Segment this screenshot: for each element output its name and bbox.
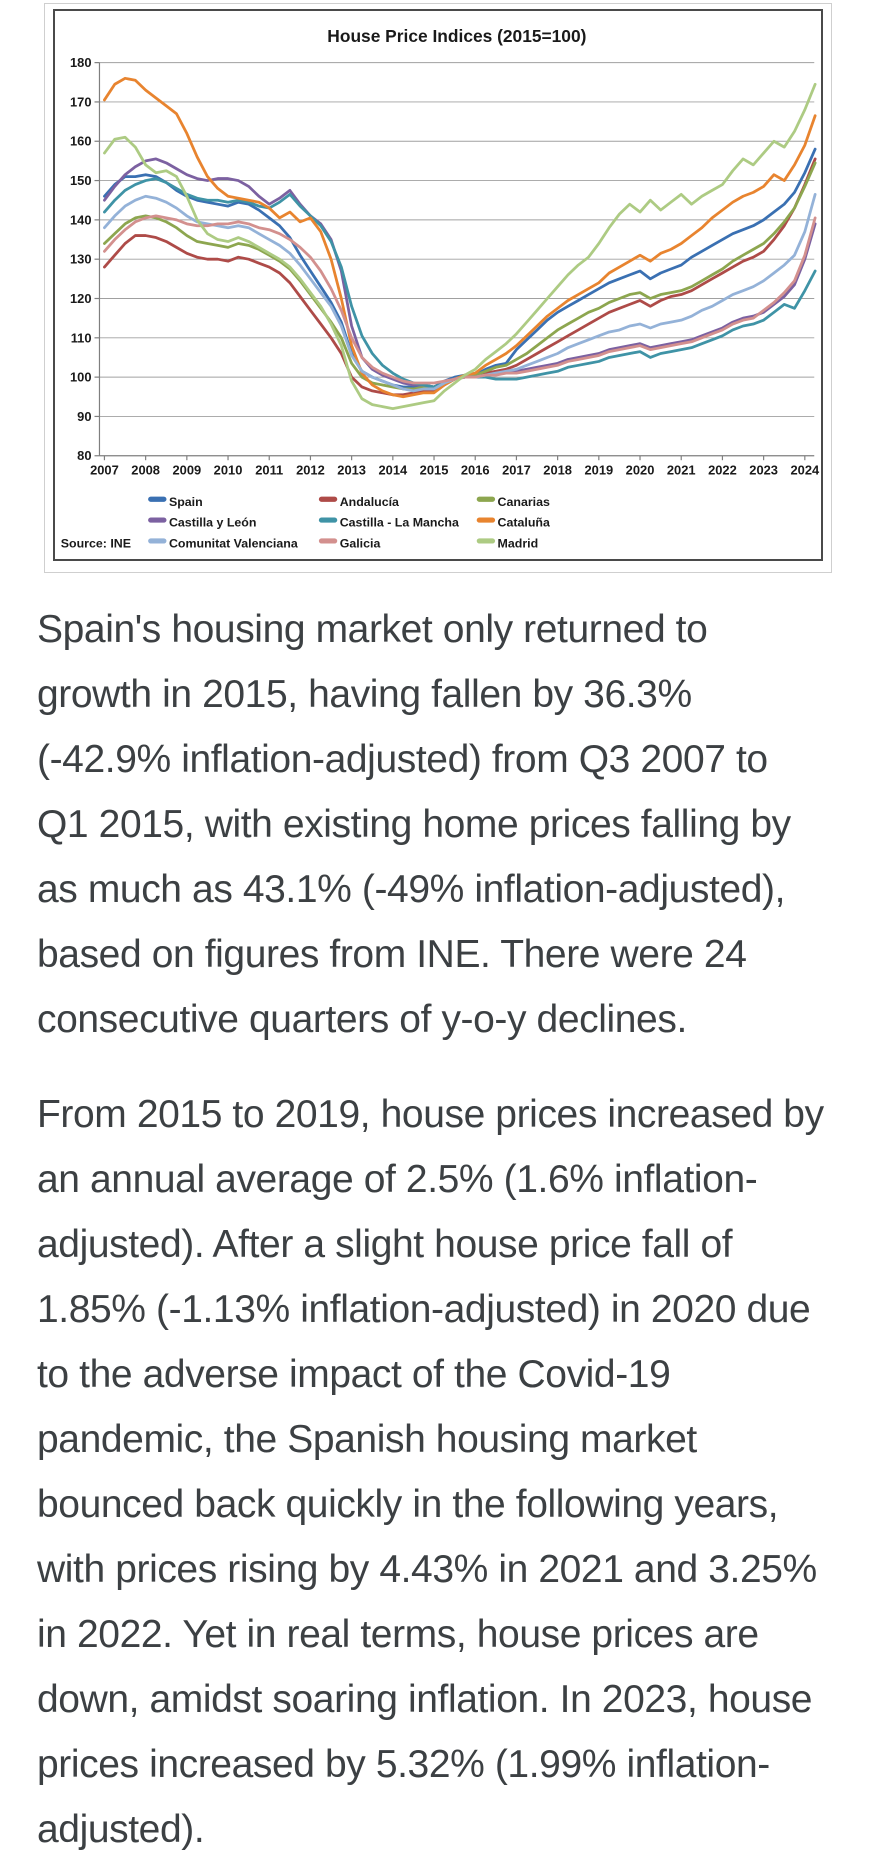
svg-text:2008: 2008: [131, 463, 160, 478]
svg-text:Andalucía: Andalucía: [340, 495, 399, 509]
svg-text:140: 140: [70, 212, 92, 227]
svg-text:180: 180: [70, 55, 92, 70]
svg-text:2015: 2015: [420, 463, 449, 478]
svg-text:2010: 2010: [214, 463, 243, 478]
svg-text:Castilla y León: Castilla y León: [169, 516, 256, 530]
svg-text:Spain: Spain: [169, 495, 203, 509]
svg-text:2014: 2014: [378, 463, 408, 478]
svg-text:130: 130: [70, 252, 92, 267]
svg-text:House Price Indices (2015=100): House Price Indices (2015=100): [327, 26, 586, 46]
svg-text:Cataluña: Cataluña: [498, 516, 550, 530]
svg-text:2018: 2018: [543, 463, 572, 478]
svg-text:2012: 2012: [296, 463, 325, 478]
svg-text:Comunitat Valenciana: Comunitat Valenciana: [169, 537, 298, 551]
svg-text:2017: 2017: [502, 463, 531, 478]
svg-text:110: 110: [71, 330, 92, 345]
svg-text:2009: 2009: [172, 463, 201, 478]
chart-frame: 80 90 100 110 120 130 140 150 160 170 180 2007 2008 2…: [44, 3, 832, 573]
svg-text:Source: INE: Source: INE: [61, 537, 131, 551]
svg-text:Madrid: Madrid: [498, 537, 539, 551]
svg-text:Castilla - La Mancha: Castilla - La Mancha: [340, 516, 459, 530]
svg-text:100: 100: [70, 370, 92, 385]
svg-text:Canarias: Canarias: [498, 495, 550, 509]
house-price-chart: 80 90 100 110 120 130 140 150 160 170 180 2007 2008 2…: [53, 9, 823, 561]
svg-text:2007: 2007: [90, 463, 119, 478]
article-body: Spain's housing market only returned to …: [37, 597, 845, 1862]
svg-text:120: 120: [70, 291, 92, 306]
svg-text:160: 160: [70, 134, 92, 149]
paragraph-market-fall: Spain's housing market only returned to …: [37, 608, 791, 1041]
svg-text:2022: 2022: [708, 463, 737, 478]
svg-text:2023: 2023: [749, 463, 778, 478]
svg-text:150: 150: [70, 173, 92, 188]
svg-text:2013: 2013: [337, 463, 366, 478]
svg-text:80: 80: [77, 448, 91, 463]
svg-text:2019: 2019: [584, 463, 613, 478]
svg-text:2021: 2021: [667, 463, 696, 478]
svg-text:170: 170: [70, 94, 92, 109]
paragraph-recovery: From 2015 to 2019, house prices increase…: [37, 1093, 824, 1851]
svg-text:90: 90: [77, 409, 91, 424]
svg-text:Galicia: Galicia: [340, 537, 381, 551]
svg-text:2024: 2024: [790, 463, 820, 478]
house-price-chart-svg: 80 90 100 110 120 130 140 150 160 170 180 2007 2008 2…: [61, 26, 820, 551]
svg-text:2011: 2011: [255, 463, 283, 478]
svg-text:2016: 2016: [461, 463, 490, 478]
svg-text:2020: 2020: [626, 463, 655, 478]
